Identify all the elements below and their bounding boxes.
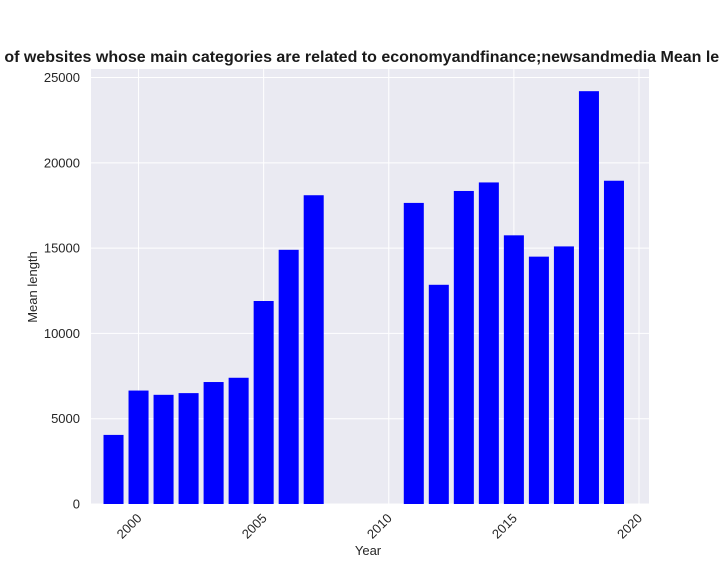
bars: [103, 91, 624, 505]
bar-2000: [128, 390, 149, 504]
bar-2012: [428, 284, 449, 504]
y-tick-label: 0: [73, 497, 80, 512]
x-tick-label: 2005: [239, 511, 270, 542]
y-axis-label: Mean length: [25, 251, 40, 323]
x-tick-labels: 2000 2005 2010 2015 2020: [114, 511, 646, 542]
bar-2006: [278, 249, 299, 504]
y-tick-label: 25000: [44, 70, 80, 85]
bar-1999: [103, 434, 124, 504]
y-tick-label: 5000: [51, 411, 80, 426]
bar-2011: [403, 202, 424, 505]
bar-2015: [503, 235, 524, 504]
bar-2013: [453, 190, 474, 504]
y-tick-label: 10000: [44, 326, 80, 341]
y-tick-labels: 0 5000 10000 15000 20000 25000: [44, 70, 80, 511]
x-tick-label: 2015: [489, 511, 520, 542]
bar-2014: [478, 182, 499, 505]
bar-2003: [203, 382, 224, 504]
bar-2017: [553, 246, 574, 505]
x-tick-label: 2010: [364, 511, 395, 542]
bar-2016: [528, 256, 549, 504]
bar-2001: [153, 394, 174, 504]
x-axis-label: Year: [355, 543, 382, 558]
y-tick-label: 15000: [44, 241, 80, 256]
bar-2005: [253, 301, 274, 504]
bar-2004: [228, 377, 249, 504]
bar-2018: [578, 91, 599, 505]
chart-title: Mean length of privacy policies of websi…: [0, 49, 720, 66]
x-tick-label: 2000: [114, 511, 145, 542]
bar-2019: [603, 180, 624, 504]
x-tick-label: 2020: [614, 511, 645, 542]
bar-2002: [178, 393, 199, 504]
bar-2007: [303, 195, 324, 504]
y-tick-label: 20000: [44, 155, 80, 170]
